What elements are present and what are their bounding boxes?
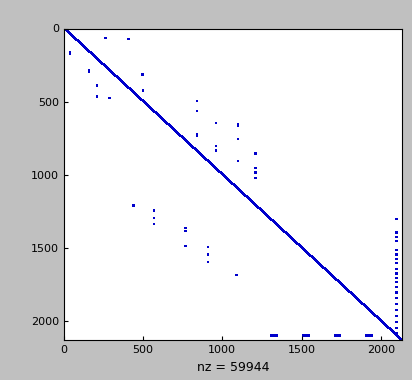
X-axis label: nz = 59944: nz = 59944 bbox=[197, 361, 269, 374]
